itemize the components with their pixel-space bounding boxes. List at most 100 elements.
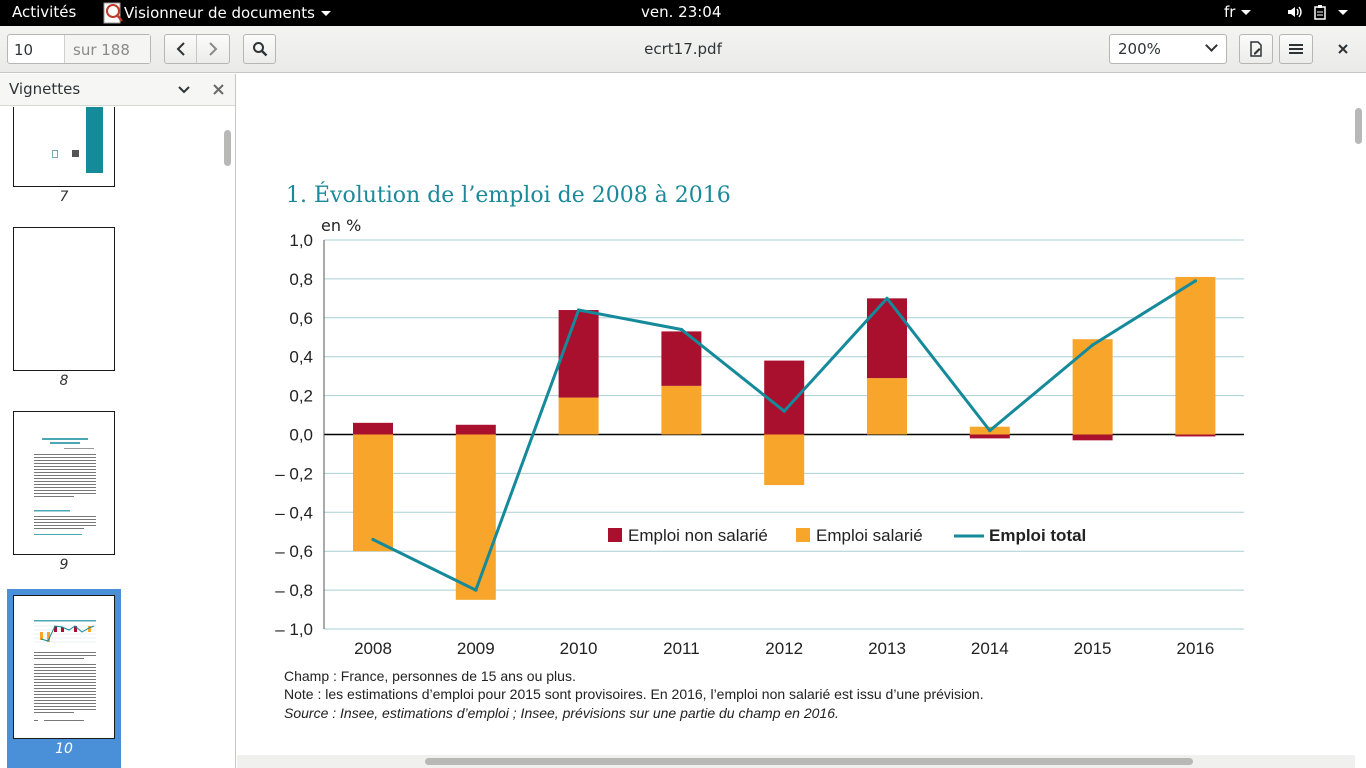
sidebar-header: Vignettes xyxy=(0,74,235,106)
toolbar: 10 sur 188 ecrt17.pdf 200% xyxy=(0,26,1366,73)
y-tick-label: 0,8 xyxy=(289,270,313,289)
menu-button[interactable] xyxy=(1279,34,1313,64)
point-emploi-total-2013 xyxy=(885,296,889,300)
thumbnail-label-selected: 10 xyxy=(55,741,73,757)
chevron-down-icon[interactable] xyxy=(178,85,190,94)
x-tick-label: 2008 xyxy=(354,639,392,658)
x-tick-label: 2013 xyxy=(868,639,906,658)
y-tick-label: – 0,8 xyxy=(275,581,313,600)
y-tick-label: 1,0 xyxy=(289,231,313,250)
vertical-scrollbar[interactable] xyxy=(1355,108,1362,144)
zoom-select[interactable]: 200% xyxy=(1109,34,1227,64)
hamburger-menu-icon xyxy=(1289,44,1303,54)
thumbnail-label: 8 xyxy=(59,373,69,389)
thumbnail-page-8[interactable] xyxy=(13,227,115,371)
legend-swatch-non-salarie xyxy=(608,528,622,542)
chevron-right-icon xyxy=(209,42,218,56)
clipboard-icon xyxy=(1314,5,1326,20)
volume-icon xyxy=(1288,6,1302,18)
note-scope: Champ : France, personnes de 15 ans ou p… xyxy=(284,668,576,684)
point-emploi-total-2012 xyxy=(782,409,786,413)
app-menu[interactable]: Visionneur de documents xyxy=(102,0,331,26)
previous-page-button[interactable] xyxy=(165,35,198,63)
horizontal-scrollbar[interactable] xyxy=(425,758,1193,765)
document-edit-icon xyxy=(1250,41,1262,57)
document-viewer-icon xyxy=(102,2,124,24)
bar-salarie-2009 xyxy=(455,434,496,600)
x-tick-label: 2010 xyxy=(560,639,598,658)
x-tick-label: 2009 xyxy=(457,639,495,658)
system-tray[interactable] xyxy=(1286,4,1348,20)
next-page-button[interactable] xyxy=(197,35,229,63)
sidebar-scrollbar[interactable] xyxy=(224,130,231,166)
search-button[interactable] xyxy=(243,34,276,64)
bar-non-salarie-2015 xyxy=(1072,434,1113,441)
x-tick-label: 2011 xyxy=(663,639,700,658)
bar-non-salarie-2016 xyxy=(1175,434,1216,437)
bar-salarie-2016 xyxy=(1175,276,1216,435)
bar-salarie-2011 xyxy=(661,385,702,435)
legend-label-salarie: Emploi salarié xyxy=(816,526,923,545)
bar-non-salarie-2014 xyxy=(969,434,1010,439)
page-number-entry[interactable]: 10 sur 188 xyxy=(7,34,151,64)
x-tick-label: 2014 xyxy=(971,639,1009,658)
thumbnail-page-9[interactable] xyxy=(13,411,115,555)
employment-chart: 1,0 0,8 0,6 0,4 0,2 0,0 – 0,2 – 0,4 – 0,6 – 0,8 – … xyxy=(275,231,1244,658)
y-tick-label: – 0,6 xyxy=(275,542,313,561)
thumbnail-page-7[interactable] xyxy=(13,107,115,187)
point-emploi-total-2016 xyxy=(1193,279,1197,283)
zoom-value: 200% xyxy=(1118,40,1161,58)
y-tick-label: – 1,0 xyxy=(275,620,313,639)
bar-salarie-2015 xyxy=(1072,339,1113,435)
point-emploi-total-2014 xyxy=(988,429,992,433)
top-bar: Activités Visionneur de documents ven. 2… xyxy=(0,0,1366,26)
chevron-down-icon xyxy=(1338,9,1348,15)
close-sidebar-icon[interactable] xyxy=(213,84,224,95)
bar-non-salarie-2009 xyxy=(455,424,496,435)
chart-title: 1. Évolution de l’emploi de 2008 à 2016 xyxy=(286,183,731,208)
sidebar-mode-label[interactable]: Vignettes xyxy=(9,80,81,98)
language-label: fr xyxy=(1224,3,1236,21)
y-tick-label: 0,2 xyxy=(289,387,313,406)
chevron-down-icon xyxy=(1241,10,1252,15)
thumbnail-label: 7 xyxy=(59,189,69,205)
x-tick-label: 2015 xyxy=(1074,639,1112,658)
y-tick-label: 0,0 xyxy=(289,426,313,445)
y-axis-unit: en % xyxy=(321,216,362,235)
activities-button[interactable]: Activités xyxy=(12,3,77,21)
point-emploi-total-2015 xyxy=(1091,343,1095,347)
x-tick-label: 2012 xyxy=(765,639,803,658)
page-total-label: sur 188 xyxy=(65,35,150,63)
bar-salarie-2012 xyxy=(764,434,805,486)
thumbnail-label: 9 xyxy=(59,557,69,573)
language-indicator[interactable]: fr xyxy=(1224,3,1252,21)
clock[interactable]: ven. 23:04 xyxy=(641,3,722,21)
bar-non-salarie-2013 xyxy=(867,298,907,379)
bar-salarie-2008 xyxy=(353,434,393,552)
bar-salarie-2010 xyxy=(558,397,599,435)
bar-non-salarie-2008 xyxy=(353,422,393,435)
legend-label-total: Emploi total xyxy=(989,526,1086,545)
y-tick-label: 0,6 xyxy=(289,309,313,328)
thumbnails-sidebar: Vignettes 7 8 xyxy=(0,74,236,768)
point-emploi-total-2008 xyxy=(371,537,375,542)
y-tick-label: – 0,2 xyxy=(275,464,313,483)
note-estimates: Note : les estimations d’emploi pour 201… xyxy=(284,686,984,702)
x-tick-label: 2016 xyxy=(1176,639,1214,658)
legend-label-non-salarie: Emploi non salarié xyxy=(628,526,768,545)
point-emploi-total-2009 xyxy=(474,588,478,592)
current-page-input[interactable]: 10 xyxy=(8,35,65,63)
chevron-down-icon xyxy=(1205,39,1218,52)
note-source: Source : Insee, estimations d’emploi ; I… xyxy=(284,705,839,721)
point-emploi-total-2011 xyxy=(679,327,683,332)
search-icon xyxy=(252,42,267,57)
close-icon xyxy=(1338,44,1348,54)
bar-non-salarie-2010 xyxy=(558,310,599,398)
chevron-down-icon xyxy=(320,10,331,16)
close-window-button[interactable] xyxy=(1328,34,1358,64)
thumbnail-page-10[interactable] xyxy=(13,595,115,739)
page-navigation xyxy=(164,34,230,64)
bar-salarie-2013 xyxy=(867,378,907,435)
annotations-button[interactable] xyxy=(1239,34,1273,64)
legend-swatch-salarie xyxy=(796,528,810,542)
